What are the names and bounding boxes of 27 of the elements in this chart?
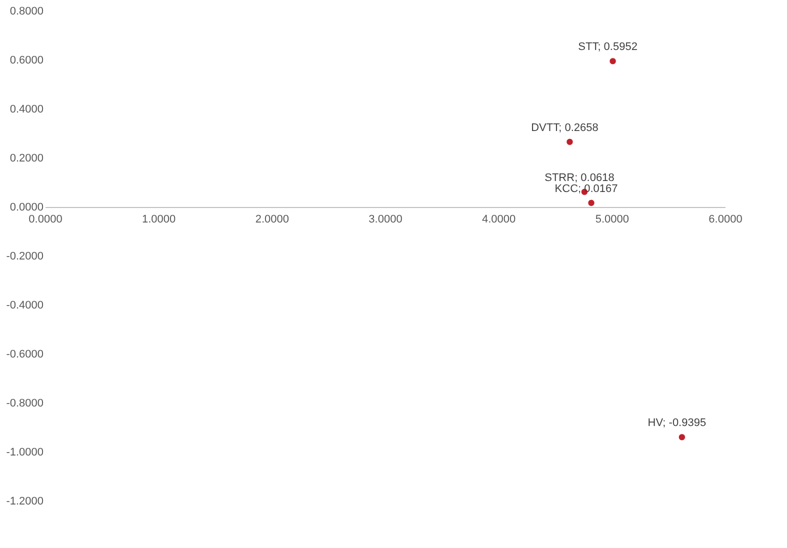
annotation: STRR; 0.0618: [544, 172, 614, 184]
annotation: STT; 0.5952: [578, 41, 638, 54]
y-tick-label: 0.0000: [10, 202, 44, 214]
y-tick-label: 0.6000: [10, 54, 44, 66]
x-tick-label: 2.0000: [255, 214, 289, 226]
point: [588, 199, 595, 207]
point: [566, 138, 574, 146]
point: [609, 58, 616, 65]
x-tick-label: 6.0000: [708, 214, 742, 226]
annotation: DVTT; 0.2658: [531, 122, 598, 134]
x-tick-label: 4.0000: [482, 214, 516, 226]
x-tick-label: 1.0000: [142, 214, 176, 226]
annotation: KCC; 0.0167: [554, 182, 618, 195]
y-tick-label: 0.2000: [10, 152, 44, 164]
y-tick-label: -0.2000: [6, 250, 44, 262]
y-tick-label: -0.6000: [6, 348, 44, 360]
annotation: HV; -0.9395: [648, 417, 706, 430]
point: [678, 434, 686, 441]
x-tick-label: 5.0000: [595, 214, 629, 226]
y-tick-label: -1.2000: [6, 496, 44, 508]
y-tick-label: -0.4000: [6, 300, 44, 312]
y-tick-label: 0.8000: [10, 6, 44, 18]
y-tick-label: -1.0000: [6, 446, 44, 458]
y-tick-label: 0.4000: [10, 104, 44, 116]
x-tick-label: 0.0000: [28, 214, 62, 226]
x-tick-label: 3.0000: [368, 214, 402, 226]
y-tick-label: -0.8000: [6, 398, 44, 410]
